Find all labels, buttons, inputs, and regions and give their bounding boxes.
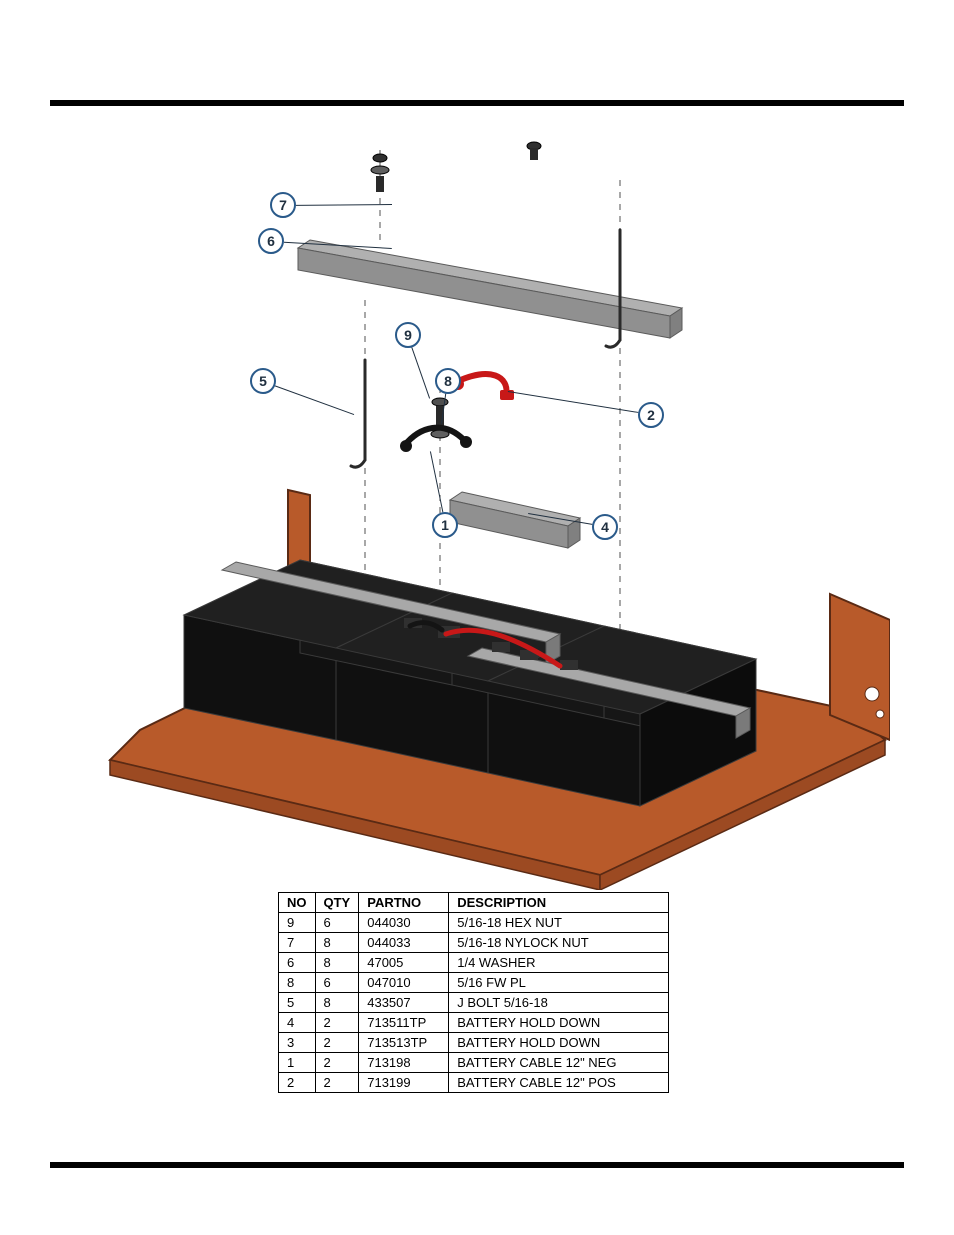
cell-partno: 713199	[359, 1073, 449, 1093]
col-header-desc: DESCRIPTION	[449, 893, 669, 913]
cell-no: 4	[279, 1013, 316, 1033]
table-header-row: NO QTY PARTNO DESCRIPTION	[279, 893, 669, 913]
cell-no: 8	[279, 973, 316, 993]
cell-partno: 713511TP	[359, 1013, 449, 1033]
col-header-no: NO	[279, 893, 316, 913]
cell-desc: 5/16-18 HEX NUT	[449, 913, 669, 933]
cell-desc: BATTERY CABLE 12" NEG	[449, 1053, 669, 1073]
cables-exploded	[400, 374, 514, 452]
cell-no: 3	[279, 1033, 316, 1053]
cell-no: 2	[279, 1073, 316, 1093]
table-row: 42713511TPBATTERY HOLD DOWN	[279, 1013, 669, 1033]
cell-qty: 2	[315, 1013, 359, 1033]
cell-desc: BATTERY HOLD DOWN	[449, 1033, 669, 1053]
cell-desc: BATTERY CABLE 12" POS	[449, 1073, 669, 1093]
cell-qty: 8	[315, 993, 359, 1013]
cell-partno: 433507	[359, 993, 449, 1013]
cell-qty: 8	[315, 953, 359, 973]
cell-no: 6	[279, 953, 316, 973]
cell-partno: 713513TP	[359, 1033, 449, 1053]
cell-qty: 2	[315, 1073, 359, 1093]
cell-partno: 047010	[359, 973, 449, 993]
table-row: 22713199BATTERY CABLE 12" POS	[279, 1073, 669, 1093]
cell-qty: 2	[315, 1033, 359, 1053]
holddown-short-exploded	[450, 492, 580, 548]
bottom-rule	[50, 1162, 904, 1168]
page: 76985214 NO QTY PARTNO DESCRIPTION 96044…	[0, 0, 954, 1235]
col-header-partno: PARTNO	[359, 893, 449, 913]
table-row: 32713513TPBATTERY HOLD DOWN	[279, 1033, 669, 1053]
cell-no: 9	[279, 913, 316, 933]
holddown-long-exploded	[298, 240, 682, 338]
cell-qty: 6	[315, 913, 359, 933]
cell-desc: 1/4 WASHER	[449, 953, 669, 973]
cell-partno: 713198	[359, 1053, 449, 1073]
cell-partno: 044030	[359, 913, 449, 933]
cell-no: 5	[279, 993, 316, 1013]
cell-partno: 044033	[359, 933, 449, 953]
cell-desc: BATTERY HOLD DOWN	[449, 1013, 669, 1033]
cell-desc: J BOLT 5/16-18	[449, 993, 669, 1013]
parts-table: NO QTY PARTNO DESCRIPTION 960440305/16-1…	[278, 892, 669, 1093]
table-row: 960440305/16-18 HEX NUT	[279, 913, 669, 933]
top-rule	[50, 100, 904, 106]
cell-desc: 5/16-18 NYLOCK NUT	[449, 933, 669, 953]
table-row: 12713198BATTERY CABLE 12" NEG	[279, 1053, 669, 1073]
table-row: 58433507J BOLT 5/16-18	[279, 993, 669, 1013]
col-header-qty: QTY	[315, 893, 359, 913]
cell-qty: 2	[315, 1053, 359, 1073]
cell-qty: 8	[315, 933, 359, 953]
cell-no: 1	[279, 1053, 316, 1073]
cell-partno: 47005	[359, 953, 449, 973]
table-row: 860470105/16 FW PL	[279, 973, 669, 993]
fasteners-top	[371, 142, 541, 192]
table-row: 780440335/16-18 NYLOCK NUT	[279, 933, 669, 953]
exploded-diagram: 76985214	[90, 120, 890, 890]
table-row: 68470051/4 WASHER	[279, 953, 669, 973]
cell-qty: 6	[315, 973, 359, 993]
diagram-svg	[90, 120, 890, 890]
cell-no: 7	[279, 933, 316, 953]
cell-desc: 5/16 FW PL	[449, 973, 669, 993]
